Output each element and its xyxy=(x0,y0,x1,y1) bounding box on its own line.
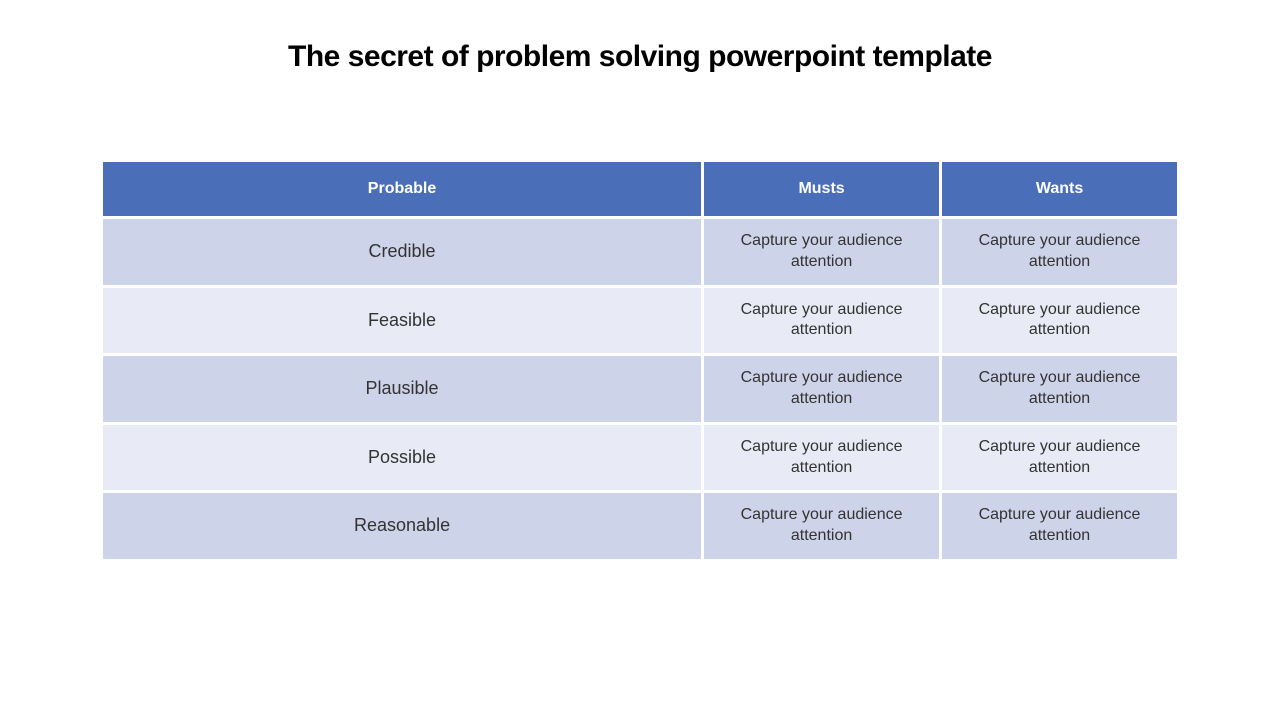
header-musts: Musts xyxy=(704,162,939,216)
table-container: Probable Musts Wants Credible Capture yo… xyxy=(100,159,1180,562)
table-row: Possible Capture your audience attention… xyxy=(103,425,1177,491)
table-row: Credible Capture your audience attention… xyxy=(103,219,1177,285)
header-wants: Wants xyxy=(942,162,1177,216)
cell-musts: Capture your audience attention xyxy=(704,288,939,354)
cell-wants: Capture your audience attention xyxy=(942,356,1177,422)
table-row: Plausible Capture your audience attentio… xyxy=(103,356,1177,422)
cell-musts: Capture your audience attention xyxy=(704,219,939,285)
problem-solving-table: Probable Musts Wants Credible Capture yo… xyxy=(100,159,1180,562)
page-title: The secret of problem solving powerpoint… xyxy=(0,40,1280,74)
row-label: Reasonable xyxy=(103,493,701,559)
table-header-row: Probable Musts Wants xyxy=(103,162,1177,216)
row-label: Feasible xyxy=(103,288,701,354)
cell-musts: Capture your audience attention xyxy=(704,356,939,422)
row-label: Possible xyxy=(103,425,701,491)
cell-musts: Capture your audience attention xyxy=(704,425,939,491)
table-row: Feasible Capture your audience attention… xyxy=(103,288,1177,354)
cell-wants: Capture your audience attention xyxy=(942,219,1177,285)
cell-wants: Capture your audience attention xyxy=(942,288,1177,354)
row-label: Credible xyxy=(103,219,701,285)
row-label: Plausible xyxy=(103,356,701,422)
table-row: Reasonable Capture your audience attenti… xyxy=(103,493,1177,559)
cell-wants: Capture your audience attention xyxy=(942,493,1177,559)
slide-container: The secret of problem solving powerpoint… xyxy=(0,0,1280,720)
header-probable: Probable xyxy=(103,162,701,216)
cell-musts: Capture your audience attention xyxy=(704,493,939,559)
cell-wants: Capture your audience attention xyxy=(942,425,1177,491)
